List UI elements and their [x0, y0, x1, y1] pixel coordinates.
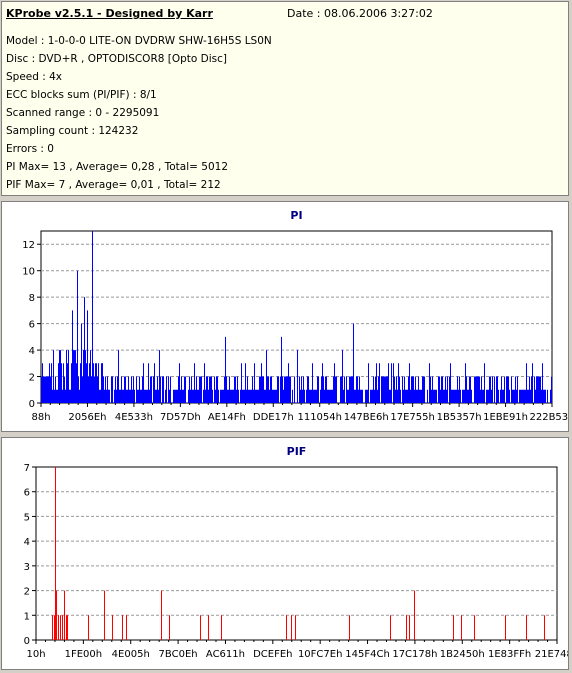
pif-chart: PIF 0 1 2 3 4 5 6 7 10h 1FE00h 4E005h 7BC0Eh AC611h DC… [24, 445, 572, 660]
x-tick-label: DCEFEh [253, 649, 292, 660]
x-tick-label: 17C178h [392, 649, 437, 660]
x-tick-label: 1E83FFh [488, 649, 531, 660]
x-tick-label: 111054h [297, 412, 342, 423]
x-tick-label: 88h [31, 412, 50, 423]
y-tick-label: 3 [24, 562, 30, 573]
x-tick-label: 1B2450h [440, 649, 485, 660]
info-errors: Errors : 0 [6, 143, 54, 155]
scan-date: Date : 08.06.2006 3:27:02 [287, 7, 433, 20]
y-tick-label: 0 [29, 399, 35, 410]
info-scanned-range: Scanned range : 0 - 2295091 [6, 107, 160, 119]
plot-area [40, 230, 553, 404]
x-tick-label: 145F4Ch [345, 649, 390, 660]
info-panel: KProbe v2.5.1 - Designed by Karr Date : … [1, 1, 569, 196]
x-tick-label: DDE17h [253, 412, 294, 423]
y-tick-label: 12 [22, 240, 35, 251]
x-tick-label: 21E748h [535, 649, 568, 660]
chart-title: PI [290, 209, 302, 222]
chart-title: PIF [287, 445, 307, 458]
y-tick-label: 8 [29, 293, 35, 304]
y-tick-label: 5 [24, 512, 30, 523]
y-tick-label: 4 [29, 346, 35, 357]
x-tick-label: 1B5357h [437, 412, 482, 423]
series-bars [52, 467, 545, 640]
info-ecc-blocks: ECC blocks sum (PI/PIF) : 8/1 [6, 89, 157, 101]
y-tick-label: 2 [24, 587, 30, 598]
info-speed: Speed : 4x [6, 71, 63, 83]
x-tick-label: 4E533h [115, 412, 153, 423]
y-tick-label: 7 [24, 463, 30, 474]
pi-chart: PI 0 2 4 6 8 10 12 88h 2056Eh 4E533h 7D57Dh AE14Fh DD… [22, 209, 572, 423]
x-tick-label: AC611h [206, 649, 245, 660]
x-tick-label: 147BE6h [344, 412, 389, 423]
info-pi-stats: PI Max= 13 , Average= 0,28 , Total= 5012 [6, 161, 229, 173]
info-disc: Disc : DVD+R , OPTODISCOR8 [Opto Disc] [6, 53, 228, 65]
app-title: KProbe v2.5.1 - Designed by Karr [6, 7, 213, 20]
y-tick-label: 0 [24, 636, 30, 647]
pi-chart-panel: PI 0 2 4 6 8 10 12 88h 2056Eh 4E533h 7D57Dh AE14Fh DD… [1, 201, 572, 432]
y-tick-label: 6 [24, 488, 30, 499]
y-tick-label: 4 [24, 537, 30, 548]
x-tick-label: 1EBE91h [483, 412, 528, 423]
pif-chart-panel: PIF 0 1 2 3 4 5 6 7 10h 1FE00h 4E005h 7BC0Eh AC611h DC… [1, 437, 572, 670]
x-tick-label: 7D57Dh [160, 412, 201, 423]
info-sampling-count: Sampling count : 124232 [6, 125, 139, 137]
y-tick-label: 10 [22, 267, 35, 278]
x-tick-label: 222B53h [529, 412, 568, 423]
y-tick-label: 1 [24, 611, 30, 622]
x-tick-label: 10h [26, 649, 45, 660]
x-tick-label: 17E755h [390, 412, 434, 423]
x-tick-label: AE14Fh [208, 412, 246, 423]
y-tick-label: 2 [29, 373, 35, 384]
x-tick-label: 7BC0Eh [159, 649, 198, 660]
info-pif-stats: PIF Max= 7 , Average= 0,01 , Total= 212 [6, 179, 221, 191]
x-tick-label: 4E005h [112, 649, 150, 660]
info-model: Model : 1-0-0-0 LITE-ON DVDRW SHW-16H5S … [6, 35, 272, 47]
x-tick-label: 1FE00h [65, 649, 103, 660]
y-tick-label: 6 [29, 320, 35, 331]
series-bars [41, 231, 552, 403]
x-tick-label: 2056Eh [68, 412, 106, 423]
plot-area [35, 466, 558, 641]
x-tick-label: 10FC7Eh [298, 649, 342, 660]
